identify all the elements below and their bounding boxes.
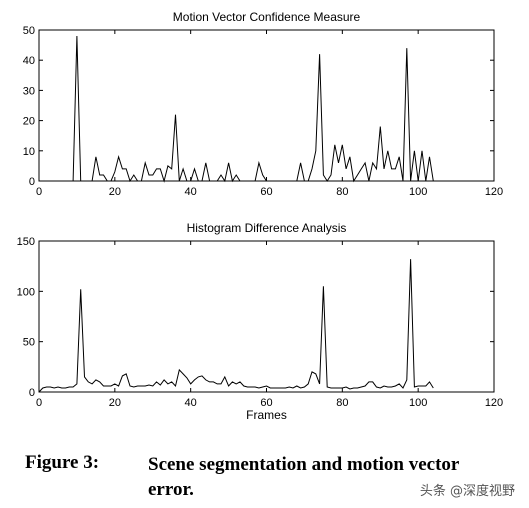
x-tick-label: 100	[409, 186, 427, 198]
chart-title: Motion Vector Confidence Measure	[173, 10, 361, 24]
figure-caption-label: Figure 3:	[25, 452, 100, 473]
y-tick-label: 150	[17, 236, 35, 248]
y-tick-label: 40	[23, 55, 35, 67]
y-tick-label: 100	[17, 286, 35, 298]
chart-panel-1: 0 20 40 60 80 100 120 0 10 20 30 40 50 Motion Vector …	[23, 10, 503, 198]
x-tick-label: 120	[485, 186, 503, 198]
plot-frame	[38, 29, 495, 182]
series-line-1	[72, 35, 434, 183]
x-tick-label: 100	[409, 397, 427, 409]
x-tick-label: 60	[260, 186, 272, 198]
charts-canvas: 0 20 40 60 80 100 120 0 10 20 30 40 50 Motion Vector …	[17, 10, 504, 422]
y-tick-label: 0	[29, 176, 35, 188]
watermark: 头条 @深度视野	[419, 484, 515, 499]
x-axis-label: Frames	[246, 408, 287, 422]
series-line-1	[38, 259, 434, 393]
chart-panel-2: 0 20 40 60 80 100 120 0 50 100 150 Histogram Differ…	[17, 221, 504, 422]
x-tick-label: 80	[336, 186, 348, 198]
y-tick-label: 50	[23, 25, 35, 37]
x-tick-label: 40	[185, 186, 197, 198]
x-tick-label: 0	[36, 186, 42, 198]
figure-caption-text: Scene segmentation and motion vector err…	[148, 454, 460, 500]
chart-title: Histogram Difference Analysis	[187, 221, 347, 235]
x-tick-label: 40	[185, 397, 197, 409]
x-tick-label: 20	[109, 397, 121, 409]
x-tick-label: 0	[36, 397, 42, 409]
y-tick-label: 30	[23, 85, 35, 97]
y-tick-label: 50	[23, 337, 35, 349]
y-tick-label: 0	[29, 387, 35, 399]
x-tick-label: 20	[109, 186, 121, 198]
x-tick-label: 60	[260, 397, 272, 409]
y-tick-label: 20	[23, 116, 35, 128]
y-tick-label: 10	[23, 146, 35, 158]
plot-frame	[38, 240, 495, 393]
x-tick-label: 80	[336, 397, 348, 409]
x-tick-label: 120	[485, 397, 503, 409]
